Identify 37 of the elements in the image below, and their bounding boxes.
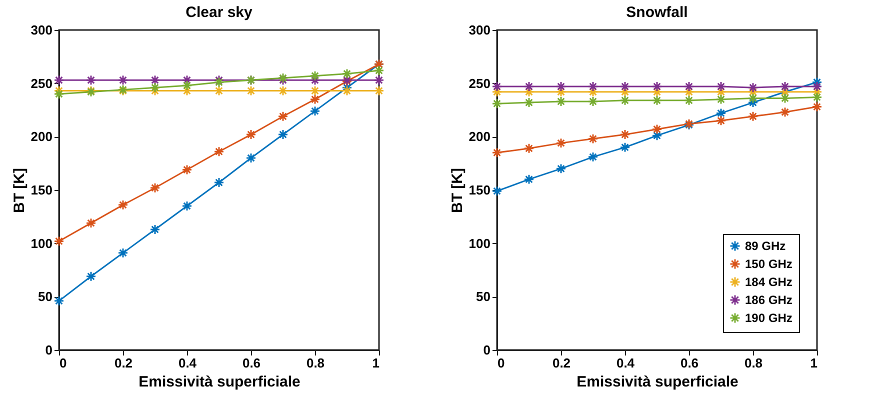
y-tick-label: 0 — [45, 342, 52, 358]
y-tick-label: 150 — [30, 182, 52, 198]
x-tick-label: 1 — [810, 356, 818, 370]
y-axis-title: BT [K] — [10, 168, 28, 213]
y-tick-label: 300 — [30, 22, 52, 38]
y-tick-label: 200 — [30, 129, 52, 144]
x-tick-label: 0 — [498, 356, 505, 370]
y-tick-label: 250 — [30, 76, 52, 91]
legend-label: 190 GHz — [745, 311, 792, 325]
y-tick-label: 100 — [30, 236, 52, 251]
chart-title: Snowfall — [626, 4, 688, 21]
x-tick-label: 0.8 — [306, 356, 325, 370]
y-tick-label: 50 — [476, 289, 490, 304]
x-tick-label: 0.4 — [616, 356, 636, 370]
legend-label: 184 GHz — [745, 275, 792, 289]
y-tick-label: 50 — [38, 289, 52, 304]
x-tick-label: 0.4 — [178, 356, 198, 370]
x-axis-title: Emissività superficiale — [138, 374, 300, 390]
x-tick-label: 0.8 — [744, 356, 763, 370]
x-tick-label: 0.6 — [680, 356, 699, 370]
y-tick-label: 150 — [468, 182, 490, 198]
x-tick-label: 0.2 — [552, 356, 571, 370]
x-axis-title: Emissività superficiale — [576, 374, 738, 390]
x-tick-label: 0.6 — [242, 356, 261, 370]
y-tick-label: 200 — [468, 129, 490, 144]
y-tick-label: 100 — [468, 236, 490, 251]
y-tick-label: 250 — [468, 76, 490, 91]
legend-label: 150 GHz — [745, 257, 792, 271]
legend-label: 186 GHz — [745, 293, 792, 307]
x-tick-label: 0 — [60, 356, 67, 370]
x-tick-label: 1 — [372, 356, 380, 370]
y-tick-label: 0 — [483, 342, 490, 358]
y-axis-title: BT [K] — [448, 168, 466, 213]
legend-label: 89 GHz — [745, 239, 786, 253]
y-tick-label: 300 — [468, 22, 490, 38]
chart-title: Clear sky — [186, 4, 254, 21]
x-tick-label: 0.2 — [114, 356, 133, 370]
